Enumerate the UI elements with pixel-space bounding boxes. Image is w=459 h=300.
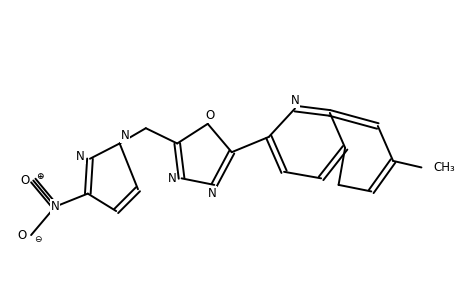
Text: N: N: [207, 187, 216, 200]
Text: N: N: [50, 200, 59, 213]
Text: ⊕: ⊕: [36, 172, 44, 181]
Text: ⊖: ⊖: [34, 235, 42, 244]
Text: N: N: [167, 172, 176, 185]
Text: N: N: [290, 94, 299, 107]
Text: CH₃: CH₃: [433, 161, 454, 174]
Text: N: N: [76, 150, 84, 163]
Text: O: O: [20, 174, 29, 187]
Text: O: O: [18, 229, 27, 242]
Text: N: N: [120, 129, 129, 142]
Text: O: O: [205, 109, 214, 122]
